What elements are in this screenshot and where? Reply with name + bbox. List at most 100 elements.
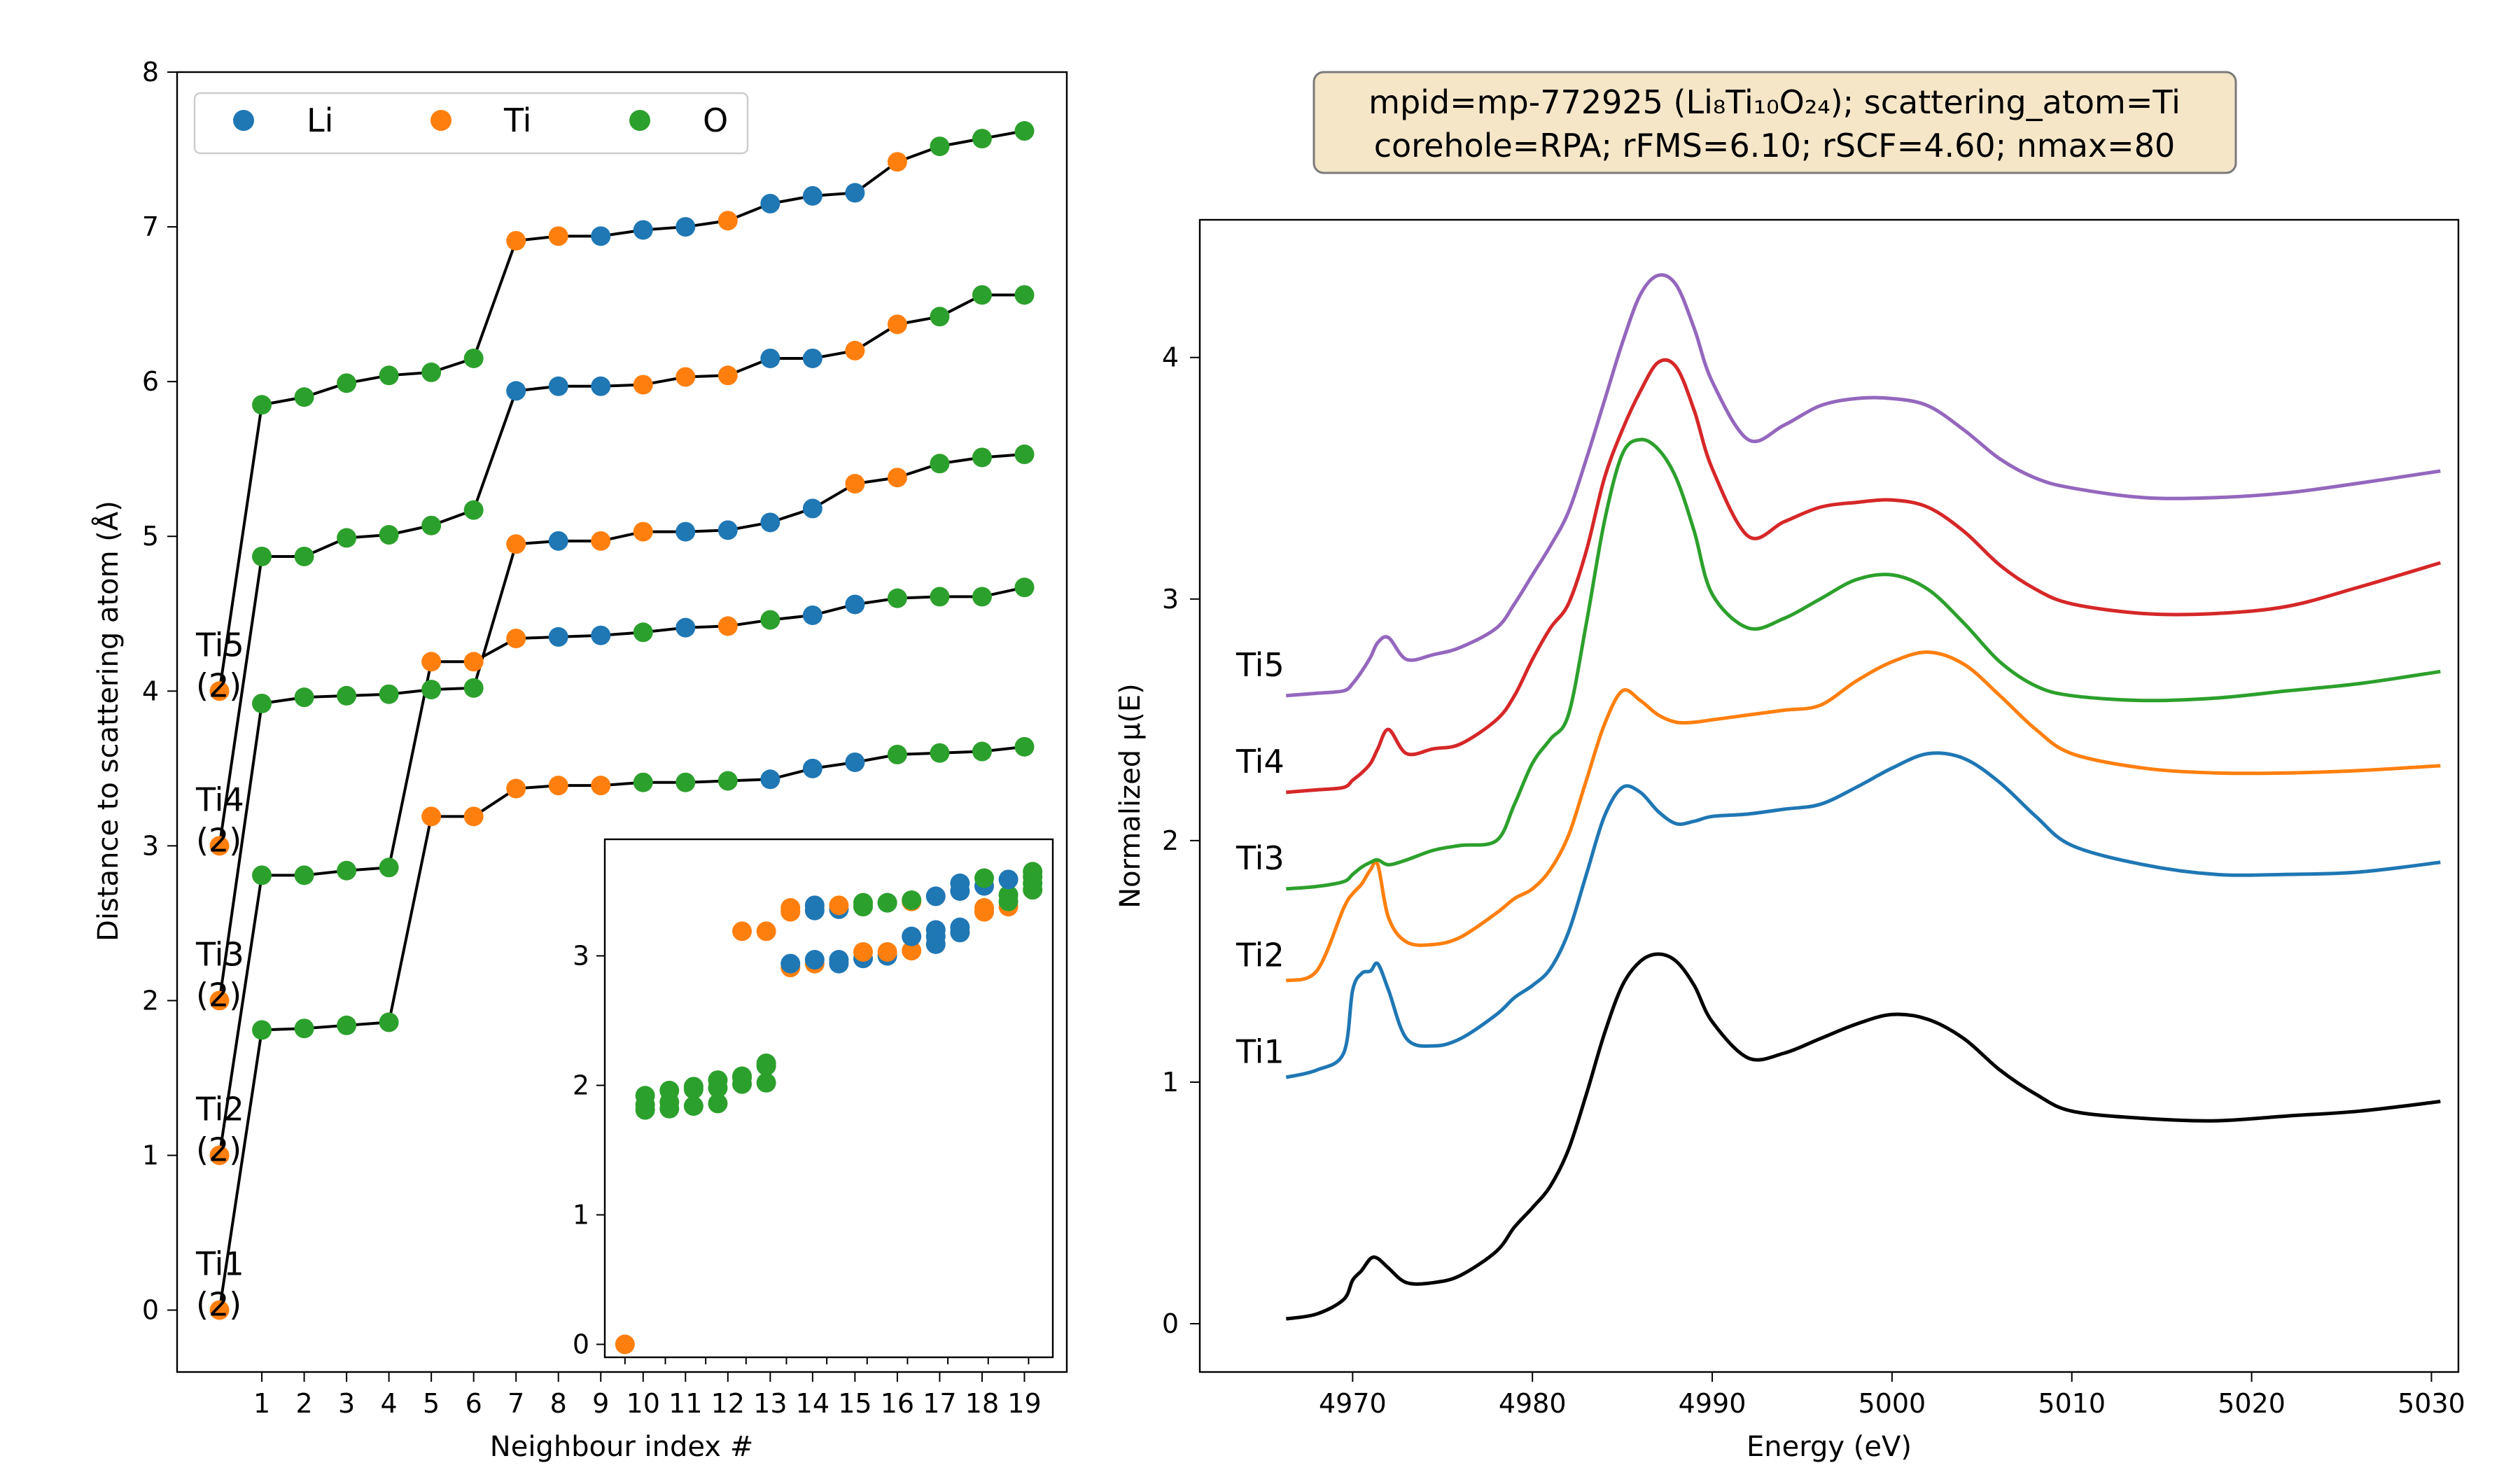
neighbour-point-li (591, 226, 611, 246)
left-x-tick-label: 13 (753, 1388, 787, 1419)
left-x-tick-label: 7 (507, 1388, 524, 1419)
neighbour-point-o (1014, 285, 1035, 305)
inset-y-tick-label: 1 (573, 1200, 589, 1231)
spectrum-label: Ti3 (1236, 839, 1284, 877)
inset-point-ti (974, 898, 994, 918)
neighbour-point-o (930, 454, 950, 474)
left-x-tick-label: 16 (881, 1388, 914, 1419)
right-y-tick-label: 1 (1162, 1067, 1179, 1098)
neighbour-point-o (930, 743, 950, 763)
neighbour-point-ti (506, 629, 526, 649)
inset-point-o (902, 890, 922, 910)
left-x-tick-label: 18 (965, 1388, 999, 1419)
inset-point-li (780, 953, 801, 974)
neighbour-point-li (718, 520, 738, 540)
neighbour-point-o (718, 771, 738, 791)
neighbour-point-ti (845, 474, 865, 494)
inset-frame (603, 838, 1054, 1359)
spectrum-ti3 (1286, 438, 2441, 891)
neighbour-point-ti (591, 776, 611, 796)
legend-marker-o (629, 110, 650, 131)
info-line-1: mpid=mp-772925 (Li₈Ti₁₀O₂₄); scattering_… (1368, 83, 2180, 121)
neighbour-point-ti (506, 230, 526, 251)
inset-point-ti (780, 898, 801, 918)
inset-point-o (756, 1056, 776, 1076)
neighbour-point-li (760, 193, 780, 214)
right-x-tick-label: 5020 (2218, 1388, 2286, 1419)
xanes-spectra-chart: mpid=mp-772925 (Li₈Ti₁₀O₂₄); scattering_… (1114, 71, 2465, 1463)
legend-marker-li (233, 110, 254, 131)
site-label-mult: (2) (196, 1131, 241, 1169)
neighbour-point-li (676, 217, 696, 237)
neighbour-point-o (294, 865, 314, 886)
right-x-tick-label: 4970 (1319, 1388, 1387, 1419)
neighbour-point-li (802, 186, 822, 206)
left-x-tick-label: 8 (550, 1388, 567, 1419)
left-x-tick-label: 2 (295, 1388, 312, 1419)
neighbour-point-ti (591, 531, 611, 551)
neighbour-point-ti (463, 652, 484, 672)
left-plot-frame (176, 71, 1068, 1373)
spectrum-label: Ti2 (1236, 936, 1284, 974)
neighbour-point-li (506, 381, 526, 401)
neighbour-point-o (676, 772, 696, 792)
neighbour-point-ti (887, 152, 907, 172)
right-y-tick-label: 3 (1162, 584, 1179, 615)
inset-point-o (635, 1086, 655, 1106)
left-y-tick-label: 6 (142, 366, 159, 397)
neighbour-point-o (379, 365, 399, 386)
spectrum-ti2 (1285, 650, 2441, 983)
neighbour-point-o (379, 858, 399, 878)
neighbour-point-li (845, 183, 865, 203)
inset-point-ti (829, 895, 849, 916)
site-label-mult: (2) (196, 821, 241, 859)
inset-point-o (877, 892, 897, 913)
left-y-tick-label: 3 (142, 830, 159, 861)
neighbour-point-li (760, 512, 780, 533)
info-line-2: corehole=RPA; rFMS=6.10; rSCF=4.60; nmax… (1374, 127, 2175, 164)
neighbour-point-o (252, 546, 272, 566)
neighbour-point-o (1014, 578, 1035, 598)
info-box: mpid=mp-772925 (Li₈Ti₁₀O₂₄); scattering_… (1312, 71, 2237, 174)
neighbour-point-ti (887, 468, 907, 488)
neighbour-point-li (548, 376, 568, 396)
neighbour-point-o (930, 307, 950, 327)
neighbour-point-ti (209, 681, 230, 701)
neighbour-point-o (252, 865, 272, 886)
neighbour-point-o (337, 528, 357, 548)
inset-point-o (998, 885, 1018, 905)
neighbour-point-ti (209, 1300, 230, 1320)
neighbour-point-o (337, 373, 357, 393)
inset-point-o (756, 1072, 776, 1093)
inset-point-o (683, 1096, 704, 1116)
legend-label-o: O (703, 102, 728, 139)
inset-y-tick-label: 2 (573, 1070, 589, 1101)
left-x-tick-label: 15 (838, 1388, 872, 1419)
neighbour-point-li (802, 605, 822, 625)
left-y-tick-label: 8 (142, 57, 159, 88)
neighbour-point-o (252, 1020, 272, 1040)
inset-point-o (659, 1080, 680, 1100)
neighbour-point-li (591, 625, 611, 645)
neighbour-point-o (633, 772, 653, 792)
left-x-tick-label: 10 (626, 1388, 660, 1419)
site-label-name: Ti4 (195, 780, 244, 818)
left-x-tick-label: 14 (796, 1388, 830, 1419)
neighbour-point-li (802, 498, 822, 519)
site-label-name: Ti1 (195, 1245, 244, 1283)
spectrum-label: Ti5 (1236, 646, 1284, 684)
site-label-mult: (2) (196, 976, 241, 1014)
neighbour-point-o (421, 680, 442, 700)
neighbour-point-o (972, 285, 992, 305)
left-x-tick-label: 1 (253, 1388, 270, 1419)
neighbour-point-ti (421, 652, 442, 672)
neighbour-point-o (463, 348, 484, 368)
left-y-axis-label: Distance to scattering atom (Å) (91, 500, 125, 941)
neighbour-point-o (463, 678, 484, 698)
left-x-tick-label: 6 (465, 1388, 482, 1419)
neighbour-point-o (294, 546, 314, 566)
inset-point-li (829, 950, 849, 970)
neighbour-point-o (1014, 121, 1035, 141)
spectrum-average (1285, 952, 2441, 1321)
neighbour-point-ti (209, 1145, 230, 1166)
